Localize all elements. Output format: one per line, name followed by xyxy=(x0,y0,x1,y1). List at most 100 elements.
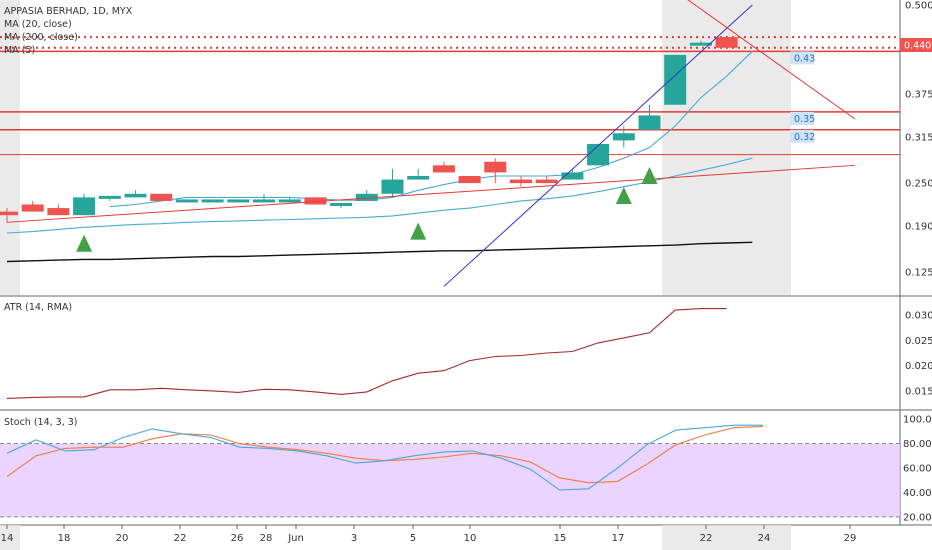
candle-body-26 xyxy=(664,54,687,105)
candles xyxy=(0,37,738,223)
ma20-line xyxy=(6,157,753,234)
chart-title: APPASIA BERHAD, 1D, MYX xyxy=(4,6,133,17)
shaded-axis-0 xyxy=(0,525,20,550)
signal-marker-2 xyxy=(615,186,632,204)
time-tick-7: 3 xyxy=(351,533,357,544)
candle-body-4 xyxy=(98,195,121,199)
level-label-bg-1 xyxy=(790,112,814,125)
candle-body-25 xyxy=(638,115,661,130)
price-tick-3: 0.315 xyxy=(905,132,932,143)
stoch-band xyxy=(0,443,900,518)
moving-averages xyxy=(6,50,753,263)
time-tick-0: 14 xyxy=(1,533,14,544)
time-tick-4: 26 xyxy=(231,533,244,544)
stoch-tick-1: 80.00 xyxy=(903,439,932,450)
signal-marker-0 xyxy=(76,234,93,252)
last-price-label: 0.440 xyxy=(904,41,931,52)
level-label-2: 0.32 xyxy=(794,132,815,143)
signal-marker-1 xyxy=(410,222,427,240)
candle-body-23 xyxy=(587,143,610,166)
shaded-axis-1 xyxy=(662,525,791,550)
time-tick-2: 20 xyxy=(116,533,129,544)
level-label-bg-0 xyxy=(790,51,814,65)
trendline-1 xyxy=(687,0,856,120)
candle-body-18 xyxy=(458,176,481,184)
atr-tick-2: 0.020 xyxy=(905,361,932,372)
candle-body-16 xyxy=(407,176,430,180)
signal-marker-3 xyxy=(641,167,658,184)
price-tick-5: 0.190 xyxy=(905,221,932,232)
time-tick-11: 17 xyxy=(612,533,625,544)
atr-line xyxy=(6,308,727,399)
time-tick-1: 18 xyxy=(58,533,71,544)
stoch-title: Stoch (14, 3, 3) xyxy=(4,417,78,428)
time-tick-10: 15 xyxy=(554,533,567,544)
price-tick-0: 0.500 xyxy=(905,1,932,12)
candle-body-14 xyxy=(355,193,378,201)
ma200-line xyxy=(6,241,753,263)
candle-body-28 xyxy=(715,37,738,48)
level-label-0: 0.43 xyxy=(794,53,815,64)
candle-body-0 xyxy=(0,211,18,216)
price-tick-4: 0.250 xyxy=(905,179,932,190)
price-tick-6: 0.125 xyxy=(905,268,932,279)
candle-body-10 xyxy=(253,199,275,203)
candle-body-24 xyxy=(612,133,635,141)
candle-body-7 xyxy=(175,199,198,203)
shaded-range-1 xyxy=(662,0,791,295)
candle-body-6 xyxy=(150,193,173,201)
last-price-badge xyxy=(900,38,932,52)
atr-tick-1: 0.025 xyxy=(905,336,932,347)
candle-body-8 xyxy=(201,199,224,203)
candle-body-22 xyxy=(561,172,584,180)
candle-body-21 xyxy=(535,179,558,184)
time-tick-9: 10 xyxy=(464,533,477,544)
candle-body-3 xyxy=(73,197,96,216)
stoch-band-fill xyxy=(0,443,900,517)
atr-tick-0: 0.030 xyxy=(905,311,932,322)
atr-tick-3: 0.015 xyxy=(905,386,932,397)
candle-body-27 xyxy=(689,42,712,46)
shaded-ranges xyxy=(0,0,791,550)
stoch-k-line xyxy=(6,424,763,491)
time-tick-5: 28 xyxy=(260,533,273,544)
stoch-tick-2: 60.00 xyxy=(903,464,932,475)
candle-body-17 xyxy=(432,165,455,173)
legend-ma5: MA (5) xyxy=(4,45,35,56)
shaded-range-0 xyxy=(0,0,20,295)
time-tick-3: 22 xyxy=(174,533,187,544)
stoch-tick-4: 20.00 xyxy=(903,512,932,523)
candle-body-15 xyxy=(381,179,404,194)
legend-ma20: MA (20, close) xyxy=(4,19,72,30)
candle-body-20 xyxy=(510,179,532,184)
candle-body-13 xyxy=(330,203,353,206)
stoch-tick-3: 40.00 xyxy=(903,488,932,499)
time-tick-8: 5 xyxy=(410,533,416,544)
candle-body-5 xyxy=(124,193,147,198)
stoch-tick-0: 100.00 xyxy=(903,415,932,426)
trendline-2 xyxy=(6,164,856,223)
candle-body-11 xyxy=(278,199,301,203)
candle-body-1 xyxy=(21,204,44,212)
candle-body-2 xyxy=(47,208,70,216)
trendlines xyxy=(6,0,856,287)
atr-title: ATR (14, RMA) xyxy=(4,302,72,313)
time-tick-6: Jun xyxy=(287,533,304,544)
stoch-lines xyxy=(6,424,764,491)
horizontal-levels: 0.43 0.35 0.32 xyxy=(0,36,900,156)
atr-series xyxy=(6,308,727,399)
time-tick-14: 29 xyxy=(844,533,857,544)
ma5-line xyxy=(109,50,753,208)
level-label-1: 0.35 xyxy=(794,114,815,125)
candle-body-9 xyxy=(227,199,250,203)
atr-panel[interactable] xyxy=(0,297,900,409)
legend-ma200: MA (200, close) xyxy=(4,32,78,43)
level-label-bg-2 xyxy=(790,129,814,143)
time-tick-12: 22 xyxy=(700,533,713,544)
candle-body-12 xyxy=(304,197,327,205)
time-tick-13: 24 xyxy=(758,533,771,544)
price-tick-2: 0.375 xyxy=(905,90,932,101)
signal-markers xyxy=(76,167,658,252)
